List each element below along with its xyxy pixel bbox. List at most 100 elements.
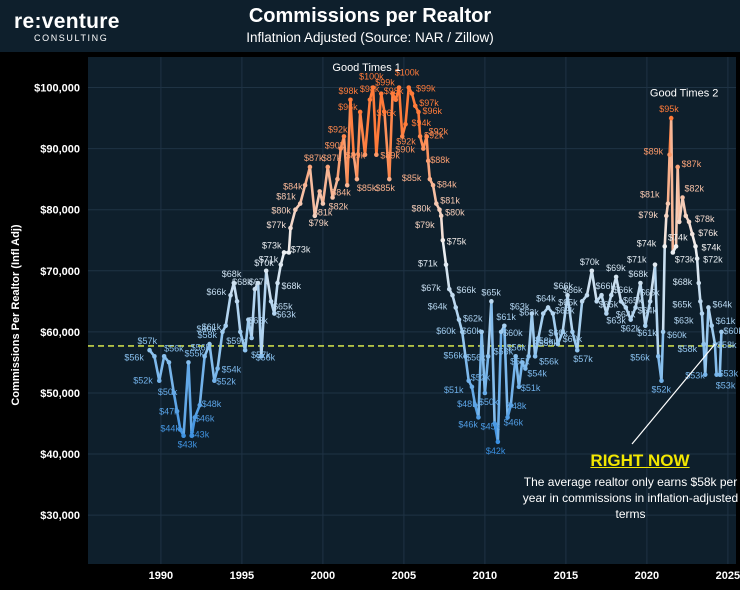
line-segment: [600, 293, 608, 315]
line-segment: [566, 293, 574, 334]
data-point: [665, 201, 671, 206]
data-point: [459, 329, 465, 335]
data-point: [495, 439, 501, 445]
data-label: $43k: [178, 440, 198, 450]
data-point: [189, 433, 194, 439]
line-segment: [713, 342, 718, 376]
data-point: [387, 176, 392, 182]
data-point: [701, 341, 706, 347]
data-label: $57k: [573, 354, 593, 364]
data-point: [421, 146, 426, 151]
brand-tagline: CONSULTING: [34, 33, 109, 43]
data-label: $56k: [466, 352, 486, 362]
data-point: [642, 323, 648, 329]
line-segment: [605, 293, 613, 315]
data-label: $66k: [563, 285, 583, 295]
line-segment: [661, 245, 667, 334]
data-point: [714, 372, 719, 377]
data-label: $43k: [190, 430, 210, 440]
data-label: $68k: [673, 277, 693, 287]
data-label: $79k: [638, 210, 658, 220]
data-point: [255, 280, 261, 286]
data-label: $98k: [384, 86, 404, 96]
data-point: [689, 231, 695, 237]
line-segment: [208, 342, 216, 383]
data-point: [492, 421, 497, 426]
data-label: $84k: [331, 187, 351, 197]
line-segment: [287, 226, 292, 254]
data-point: [178, 427, 183, 432]
data-point: [675, 164, 680, 170]
line-segment: [643, 300, 652, 328]
line-segment: [609, 275, 618, 297]
data-point: [565, 292, 570, 298]
data-point: [686, 219, 692, 225]
data-label: $80k: [412, 204, 432, 214]
data-label: $84k: [437, 179, 457, 189]
data-label: $65k: [599, 299, 619, 309]
line-segment: [345, 98, 352, 187]
data-point: [545, 305, 551, 310]
data-label: $95k: [659, 104, 679, 114]
line-segment: [517, 361, 524, 389]
data-label: $66k: [457, 285, 477, 295]
data-label: $60k: [436, 326, 456, 336]
data-point: [702, 372, 708, 377]
data-point: [403, 121, 408, 127]
line-segment: [349, 98, 355, 157]
data-point: [443, 262, 449, 267]
data-point: [466, 378, 472, 384]
data-point: [540, 311, 546, 316]
line-segment: [530, 312, 537, 358]
data-label: $66k: [207, 287, 227, 297]
data-label: $51k: [444, 385, 464, 395]
line-segment: [321, 165, 330, 205]
brand-logo: re:venture: [14, 10, 120, 33]
data-label: $46k: [195, 413, 215, 423]
data-label: $79k: [415, 220, 435, 230]
data-point: [390, 91, 395, 96]
data-point: [667, 152, 672, 158]
data-point: [584, 292, 590, 298]
data-label: $66k: [596, 281, 616, 291]
data-label: $56k: [164, 343, 184, 353]
data-label: $56k: [124, 352, 144, 362]
data-label: $98k: [360, 84, 380, 94]
data-label: $56k: [443, 350, 463, 360]
data-label: $53k: [719, 369, 739, 379]
line-segment: [439, 214, 445, 242]
data-point: [719, 329, 724, 335]
data-label: $72k: [703, 255, 723, 265]
line-segment: [371, 86, 378, 157]
data-label: $59k: [226, 336, 246, 346]
line-segment: [243, 318, 250, 352]
data-point: [434, 201, 439, 206]
data-point: [693, 244, 698, 249]
data-label: $64k: [712, 299, 732, 309]
data-label: $60k: [667, 330, 687, 340]
data-label: $69k: [606, 263, 626, 273]
data-point: [706, 305, 711, 310]
data-point: [412, 103, 418, 109]
data-point: [453, 305, 459, 310]
data-label: $57k: [251, 350, 271, 360]
line-segment: [264, 269, 273, 303]
annotation-title: RIGHT NOW: [590, 451, 690, 470]
data-point: [147, 347, 152, 353]
data-point: [223, 323, 228, 329]
data-point: [613, 274, 619, 280]
data-label: $100k: [395, 68, 420, 78]
line-segment: [509, 355, 517, 407]
phase-label: Good Times 1: [332, 62, 400, 74]
line-segment: [703, 306, 710, 376]
data-point: [508, 402, 514, 408]
data-label: $53k: [685, 371, 705, 381]
data-label: $70k: [580, 257, 600, 267]
data-label: $52k: [651, 385, 671, 395]
data-label: $75k: [447, 236, 467, 246]
data-label: $53k: [716, 381, 736, 391]
data-point: [463, 354, 468, 359]
x-tick-label: 1995: [230, 570, 254, 582]
data-label: $92k: [424, 130, 444, 140]
data-label: $57k: [138, 336, 158, 346]
